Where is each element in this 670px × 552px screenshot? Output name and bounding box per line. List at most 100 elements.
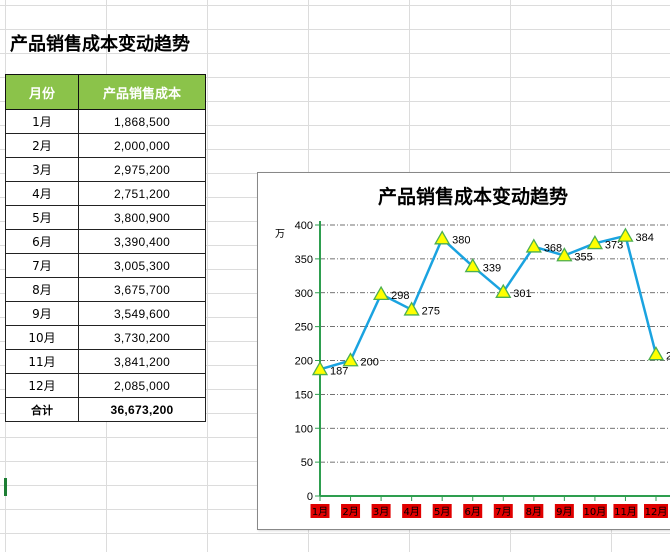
y-tick-label: 300	[295, 288, 313, 300]
data-point-marker	[342, 352, 359, 367]
cost-cell[interactable]: 2,085,000	[78, 373, 206, 398]
month-cell[interactable]: 5月	[5, 205, 79, 230]
data-label: 384	[635, 232, 653, 244]
month-cell[interactable]: 6月	[5, 229, 79, 254]
cost-cell[interactable]: 1,868,500	[78, 109, 206, 134]
header-cost[interactable]: 产品销售成本	[78, 74, 206, 110]
table-row: 12月 2,085,000	[5, 373, 206, 398]
x-label-background	[524, 504, 544, 518]
x-label-background	[493, 504, 513, 518]
cost-cell[interactable]: 2,975,200	[78, 157, 206, 182]
total-row: 合计 36,673,200	[5, 397, 206, 422]
header-month[interactable]: 月份	[5, 74, 79, 110]
table-body: 1月 1,868,500 2月 2,000,000 3月 2,975,200 4月 2,751…	[5, 109, 206, 422]
data-point-marker	[403, 301, 420, 316]
x-tick-label: 9月	[556, 506, 572, 518]
table-row: 11月 3,841,200	[5, 349, 206, 374]
month-cell[interactable]: 8月	[5, 277, 79, 302]
y-tick-label: 400	[295, 220, 313, 232]
x-tick-label: 1月	[312, 506, 328, 518]
data-label: 380	[452, 235, 470, 247]
x-label-background	[582, 504, 607, 518]
month-cell[interactable]: 9月	[5, 301, 79, 326]
table-row: 1月 1,868,500	[5, 109, 206, 134]
data-label: 301	[513, 288, 531, 300]
y-tick-label: 350	[295, 254, 313, 266]
data-point-marker	[372, 285, 390, 301]
y-axis-label: 万	[275, 229, 285, 240]
data-label: 200	[361, 357, 379, 369]
data-label: 339	[483, 262, 501, 274]
x-tick-label: 6月	[465, 506, 481, 518]
x-label-background	[613, 504, 638, 518]
data-point-marker	[617, 227, 634, 242]
table-row: 4月 2,751,200	[5, 181, 206, 206]
month-cell[interactable]: 7月	[5, 253, 79, 278]
total-label-cell[interactable]: 合计	[5, 397, 79, 422]
series-line	[319, 234, 658, 371]
y-tick-label: 250	[295, 322, 313, 334]
x-tick-label: 4月	[403, 506, 419, 518]
cost-cell[interactable]: 3,005,300	[78, 253, 206, 278]
month-cell[interactable]: 12月	[5, 373, 79, 398]
data-label: 209	[666, 350, 670, 362]
x-label-background	[554, 504, 574, 518]
data-point-marker	[464, 258, 481, 273]
table-row: 6月 3,390,400	[5, 229, 206, 254]
data-label: 373	[605, 239, 623, 251]
x-tick-label: 12月	[645, 506, 668, 518]
cost-cell[interactable]: 3,549,600	[78, 301, 206, 326]
sheet-title: 产品销售成本变动趋势	[10, 34, 190, 55]
month-cell[interactable]: 11月	[5, 349, 79, 374]
month-cell[interactable]: 3月	[5, 157, 79, 182]
cost-cell[interactable]: 3,730,200	[78, 325, 206, 350]
table-row: 5月 3,800,900	[5, 205, 206, 230]
table-row: 10月 3,730,200	[5, 325, 206, 350]
table-row: 7月 3,005,300	[5, 253, 206, 278]
x-label-background	[432, 504, 452, 518]
x-label-background	[402, 504, 422, 518]
x-tick-label: 5月	[434, 506, 450, 518]
data-label: 355	[574, 251, 592, 263]
month-cell[interactable]: 1月	[5, 109, 79, 134]
x-label-background	[371, 504, 391, 518]
x-label-background	[463, 504, 483, 518]
data-label: 368	[544, 243, 562, 255]
x-tick-label: 10月	[584, 506, 607, 518]
x-tick-label: 8月	[526, 506, 542, 518]
x-label-background	[310, 504, 330, 518]
data-label: 298	[391, 290, 409, 302]
cost-cell[interactable]: 2,751,200	[78, 181, 206, 206]
x-tick-label: 3月	[373, 506, 389, 518]
data-point-marker	[525, 238, 542, 253]
month-cell[interactable]: 4月	[5, 181, 79, 206]
y-tick-label: 150	[295, 389, 313, 401]
cost-cell[interactable]: 3,675,700	[78, 277, 206, 302]
x-tick-label: 11月	[614, 506, 637, 518]
y-tick-label: 50	[301, 457, 313, 469]
active-cell-indicator	[4, 478, 7, 496]
table-row: 3月 2,975,200	[5, 157, 206, 182]
cost-cell[interactable]: 3,800,900	[78, 205, 206, 230]
data-point-marker	[586, 234, 604, 250]
chart-title: 产品销售成本变动趋势	[378, 185, 568, 208]
month-cell[interactable]: 10月	[5, 325, 79, 350]
x-tick-label: 7月	[495, 506, 511, 518]
cost-cell[interactable]: 2,000,000	[78, 133, 206, 158]
data-point-marker	[495, 283, 512, 298]
chart-panel[interactable]: 产品销售成本变动趋势万 0 50 100 150 200 250 300 350 400 1月 2月 3…	[257, 172, 670, 530]
cost-cell[interactable]: 3,390,400	[78, 229, 206, 254]
cost-table: 月份 产品销售成本 1月 1,868,500 2月 2,000,000 3月 2,975,…	[5, 74, 206, 422]
x-label-background	[341, 504, 361, 518]
table-row: 2月 2,000,000	[5, 133, 206, 158]
table-row: 9月 3,549,600	[5, 301, 206, 326]
data-label: 275	[422, 306, 440, 318]
data-point-marker	[311, 360, 329, 376]
data-label: 187	[330, 365, 348, 377]
x-label-background	[644, 504, 668, 518]
y-tick-label: 0	[307, 491, 313, 503]
total-value-cell[interactable]: 36,673,200	[78, 397, 206, 422]
cost-cell[interactable]: 3,841,200	[78, 349, 206, 374]
month-cell[interactable]: 2月	[5, 133, 79, 158]
